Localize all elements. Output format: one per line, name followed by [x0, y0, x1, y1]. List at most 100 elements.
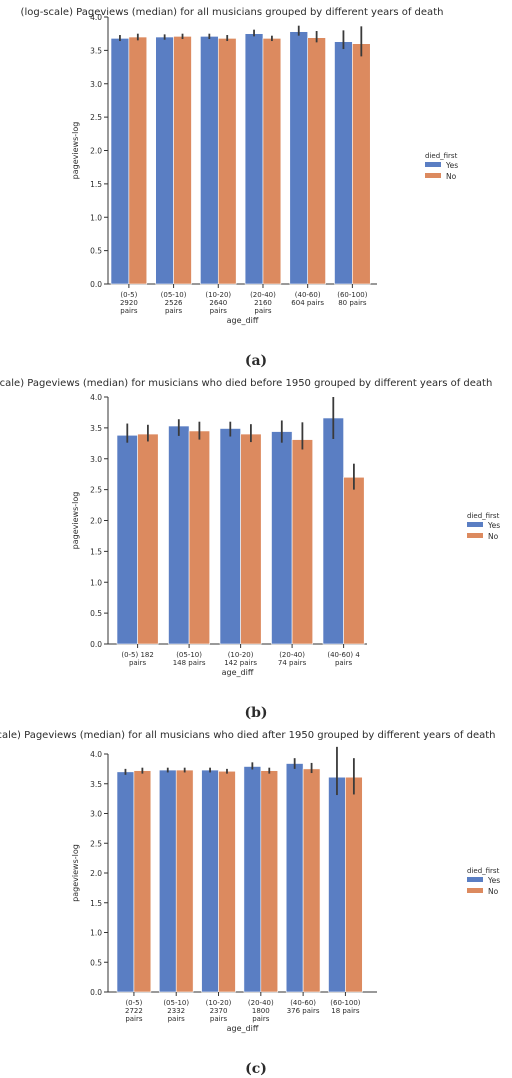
legend-title: died_first: [467, 512, 500, 520]
bar-no-6: [352, 43, 371, 285]
bar-no-4: [262, 38, 282, 285]
legend-swatch-no: [467, 533, 483, 538]
x-tick-label: 2640: [209, 299, 227, 307]
x-tick-label: (20-40): [279, 651, 305, 659]
x-tick-label: 80 pairs: [338, 299, 367, 307]
bar-yes-3: [219, 428, 241, 645]
chart-title: (log-scale) Pageviews (median) for all m…: [21, 7, 444, 18]
x-tick-label: pairs: [165, 307, 183, 315]
bar-yes-5: [289, 31, 308, 285]
y-tick-label: 1.5: [90, 180, 102, 189]
y-axis-label: pageviews-log: [71, 492, 80, 550]
y-tick-label: 4.0: [90, 393, 102, 402]
x-tick-label: (40-60): [290, 999, 316, 1007]
chart-panel-1: (log-scale) Pageviews (median) for all m…: [21, 7, 459, 369]
x-tick-label: pairs: [254, 307, 272, 315]
y-tick-label: 0.5: [90, 247, 102, 256]
bar-no-3: [240, 433, 262, 645]
legend-swatch-no: [425, 173, 441, 178]
bar-yes-4: [243, 766, 262, 993]
x-tick-label: pairs: [168, 1015, 186, 1023]
bar-no-1: [137, 433, 159, 645]
x-tick-label: (10-20): [206, 999, 232, 1007]
x-tick-label: 2722: [125, 1007, 143, 1015]
x-tick-label: (20-40): [250, 291, 276, 299]
x-tick-label: (05-10): [163, 999, 189, 1007]
x-tick-label: 2920: [120, 299, 138, 307]
y-tick-label: 1.0: [90, 578, 102, 587]
y-tick-label: 3.0: [90, 80, 102, 89]
bar-yes-2: [159, 769, 177, 993]
bar-yes-6: [328, 776, 346, 993]
y-tick-label: 1.5: [90, 899, 102, 908]
x-tick-label: 148 pairs: [173, 659, 206, 667]
x-axis-label: age_diff: [227, 1024, 259, 1033]
y-axis-label: pageviews-log: [71, 844, 80, 902]
x-axis-label: age_diff: [227, 316, 259, 325]
bar-no-5: [307, 37, 326, 285]
bar-yes-5: [285, 763, 304, 993]
bar-no-1: [128, 36, 148, 285]
y-tick-label: 3.5: [90, 46, 102, 55]
chart-panel-3: (log-scale) Pageviews (median) for all m…: [0, 730, 500, 1077]
legend-label-yes: Yes: [487, 521, 500, 530]
y-tick-label: 3.5: [90, 780, 102, 789]
bar-no-4: [291, 439, 314, 645]
x-tick-label: (05-10): [161, 291, 187, 299]
x-tick-label: 2160: [254, 299, 272, 307]
x-tick-label: (60-100): [330, 999, 361, 1007]
y-tick-label: 3.0: [90, 810, 102, 819]
bar-yes-2: [155, 36, 174, 285]
y-tick-label: 2.0: [90, 147, 102, 156]
y-tick-label: 4.0: [90, 750, 102, 759]
y-tick-label: 4.0: [90, 13, 102, 22]
y-tick-label: 0.5: [90, 958, 102, 967]
figure-caption: (b): [244, 705, 267, 721]
x-tick-label: (60-100): [337, 291, 368, 299]
bar-no-2: [175, 769, 194, 993]
bar-yes-4: [244, 33, 264, 285]
legend-title: died_first: [467, 867, 500, 875]
x-tick-label: 604 pairs: [291, 299, 324, 307]
bar-no-2: [188, 430, 211, 645]
chart-title: (log-scale) Pageviews (median) for all m…: [0, 730, 495, 741]
bar-yes-2: [168, 425, 190, 645]
bar-yes-5: [322, 417, 344, 645]
legend-title: died_first: [425, 152, 458, 160]
bar-no-6: [345, 776, 363, 993]
x-axis-label: age_diff: [222, 668, 254, 677]
y-tick-label: 0.0: [90, 640, 102, 649]
bar-no-3: [217, 38, 237, 285]
bar-yes-1: [116, 434, 138, 645]
x-tick-label: 74 pairs: [278, 659, 307, 667]
x-tick-label: pairs: [129, 659, 147, 667]
legend-label-no: No: [446, 172, 457, 181]
bar-no-5: [302, 768, 321, 993]
y-tick-label: 1.0: [90, 929, 102, 938]
y-tick-label: 0.0: [90, 280, 102, 289]
y-tick-label: 1.0: [90, 213, 102, 222]
legend-swatch-yes: [467, 522, 483, 527]
chart-panel-2: (log-scale) Pageviews (median) for music…: [0, 378, 500, 721]
bar-yes-3: [200, 36, 219, 285]
x-tick-label: pairs: [120, 307, 138, 315]
bar-no-4: [260, 770, 279, 993]
y-axis-label: pageviews-log: [71, 122, 80, 180]
y-tick-label: 2.5: [90, 839, 102, 848]
legend-swatch-no: [467, 888, 483, 893]
x-tick-label: (40-60): [295, 291, 321, 299]
bar-no-1: [133, 770, 152, 993]
bar-no-2: [173, 36, 192, 285]
y-tick-label: 2.5: [90, 486, 102, 495]
figure-caption: (c): [245, 1061, 267, 1077]
x-tick-label: (20-40): [248, 999, 274, 1007]
y-tick-label: 2.0: [90, 517, 102, 526]
x-tick-label: pairs: [335, 659, 353, 667]
figure-caption: (a): [245, 353, 267, 369]
x-tick-label: pairs: [252, 1015, 270, 1023]
x-tick-label: pairs: [210, 1015, 228, 1023]
legend-label-no: No: [488, 532, 499, 541]
